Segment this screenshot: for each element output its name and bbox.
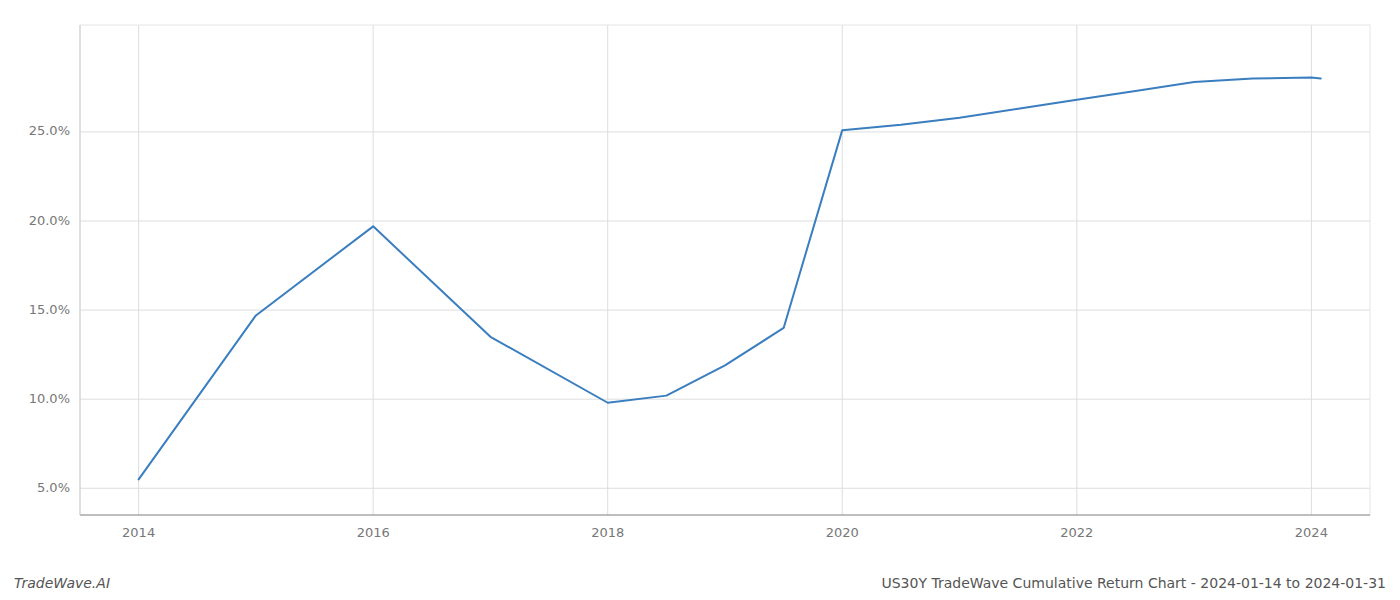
x-grid-line [1076,25,1077,515]
plot-frame [80,25,1370,515]
data-line [139,78,1321,480]
x-tick-label: 2014 [122,525,155,540]
x-grid-line [373,25,374,515]
annotations: TradeWave.AI US30Y TradeWave Cumulative R… [14,575,1386,591]
x-grid-line [138,25,139,515]
y-tick-label: 20.0% [29,213,70,228]
x-grid-line [607,25,608,515]
y-grid-line [80,399,1370,400]
x-grid-line [842,25,843,515]
x-tick-label: 2024 [1295,525,1328,540]
grid [80,25,1370,515]
x-tick-label: 2022 [1060,525,1093,540]
y-tick-label: 25.0% [29,123,70,138]
x-tick-label: 2016 [357,525,390,540]
x-tick-label: 2018 [591,525,624,540]
y-grid-line [80,488,1370,489]
y-grid-line [80,221,1370,222]
plot-area [139,78,1321,480]
x-axis-line [80,515,1370,516]
y-tick-label: 10.0% [29,391,70,406]
annotation-right: US30Y TradeWave Cumulative Return Chart … [881,575,1386,591]
y-grid-line [80,131,1370,132]
annotation-left: TradeWave.AI [14,575,110,591]
x-tick-label: 2020 [826,525,859,540]
chart: 5.0% 10.0% 15.0% 20.0% 25.0% 2014 2016 2018 2020… [0,0,1400,600]
y-grid-line [80,310,1370,311]
y-tick-label: 15.0% [29,302,70,317]
y-tick-label: 5.0% [37,480,70,495]
axes: 5.0% 10.0% 15.0% 20.0% 25.0% 2014 2016 2018 2020… [29,25,1370,540]
x-grid-line [1311,25,1312,515]
y-axis-line [80,25,81,515]
